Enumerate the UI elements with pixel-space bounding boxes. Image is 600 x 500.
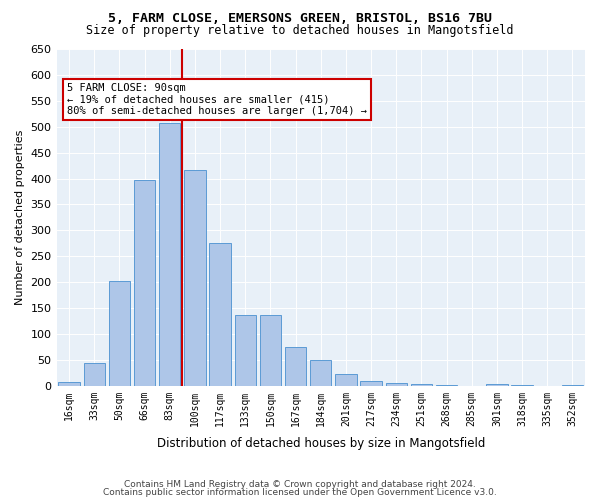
Bar (310, 360, 331, 386)
Text: 5 FARM CLOSE: 90sqm
← 19% of detached houses are smaller (415)
80% of semi-detac: 5 FARM CLOSE: 90sqm ← 19% of detached ho… (67, 82, 367, 116)
Bar (209, 244, 231, 386)
Bar (335, 374, 356, 386)
Text: Contains HM Land Registry data © Crown copyright and database right 2024.: Contains HM Land Registry data © Crown c… (124, 480, 476, 489)
Bar (159, 123, 181, 386)
Bar (386, 382, 407, 386)
Bar (411, 384, 432, 386)
Text: 5, FARM CLOSE, EMERSONS GREEN, BRISTOL, BS16 7BU: 5, FARM CLOSE, EMERSONS GREEN, BRISTOL, … (108, 12, 492, 26)
Bar (58, 382, 80, 386)
Bar (109, 281, 130, 386)
Text: Size of property relative to detached houses in Mangotsfield: Size of property relative to detached ho… (86, 24, 514, 37)
Bar (235, 315, 256, 386)
Bar (486, 384, 508, 386)
Bar (134, 180, 155, 386)
Bar (184, 170, 206, 386)
Bar (361, 380, 382, 386)
Bar (285, 347, 307, 386)
Bar (260, 315, 281, 386)
Y-axis label: Number of detached properties: Number of detached properties (15, 130, 25, 305)
X-axis label: Distribution of detached houses by size in Mangotsfield: Distribution of detached houses by size … (157, 437, 485, 450)
Bar (83, 363, 105, 386)
Text: Contains public sector information licensed under the Open Government Licence v3: Contains public sector information licen… (103, 488, 497, 497)
